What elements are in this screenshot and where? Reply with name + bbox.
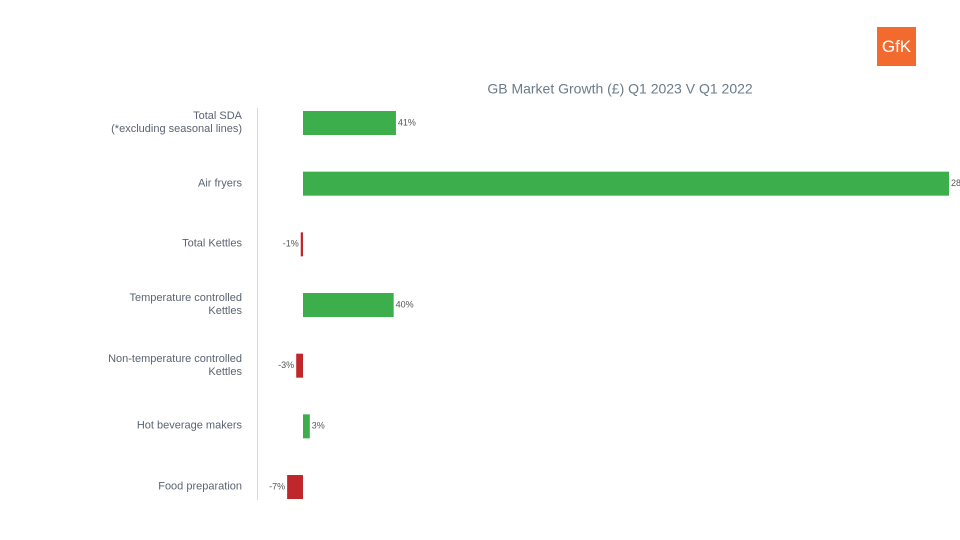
bar bbox=[300, 232, 303, 257]
category-label: Non-temperature controlled Kettles bbox=[108, 352, 242, 378]
category-label: Temperature controlled Kettles bbox=[129, 292, 242, 317]
bar bbox=[303, 293, 394, 318]
logo: GfK bbox=[877, 27, 916, 66]
value-label: 285% bbox=[951, 178, 960, 188]
category-label: Total Kettles bbox=[182, 237, 242, 250]
bar bbox=[303, 414, 310, 439]
category-label: Air fryers bbox=[198, 177, 242, 190]
value-label: -3% bbox=[278, 360, 294, 370]
bar bbox=[296, 353, 303, 378]
value-label: 41% bbox=[398, 117, 416, 127]
bar bbox=[287, 475, 303, 500]
bar bbox=[303, 171, 949, 196]
value-label: -1% bbox=[283, 239, 299, 249]
chart-title: GB Market Growth (£) Q1 2023 V Q1 2022 bbox=[487, 81, 753, 97]
category-label: Hot beverage makers bbox=[136, 419, 242, 432]
category-label: Food preparation bbox=[158, 480, 242, 493]
category-label: Total SDA (*excluding seasonal lines) bbox=[111, 110, 242, 135]
bar bbox=[303, 111, 396, 135]
value-label: -7% bbox=[269, 481, 285, 491]
value-label: 3% bbox=[312, 421, 325, 431]
value-label: 40% bbox=[396, 299, 414, 309]
